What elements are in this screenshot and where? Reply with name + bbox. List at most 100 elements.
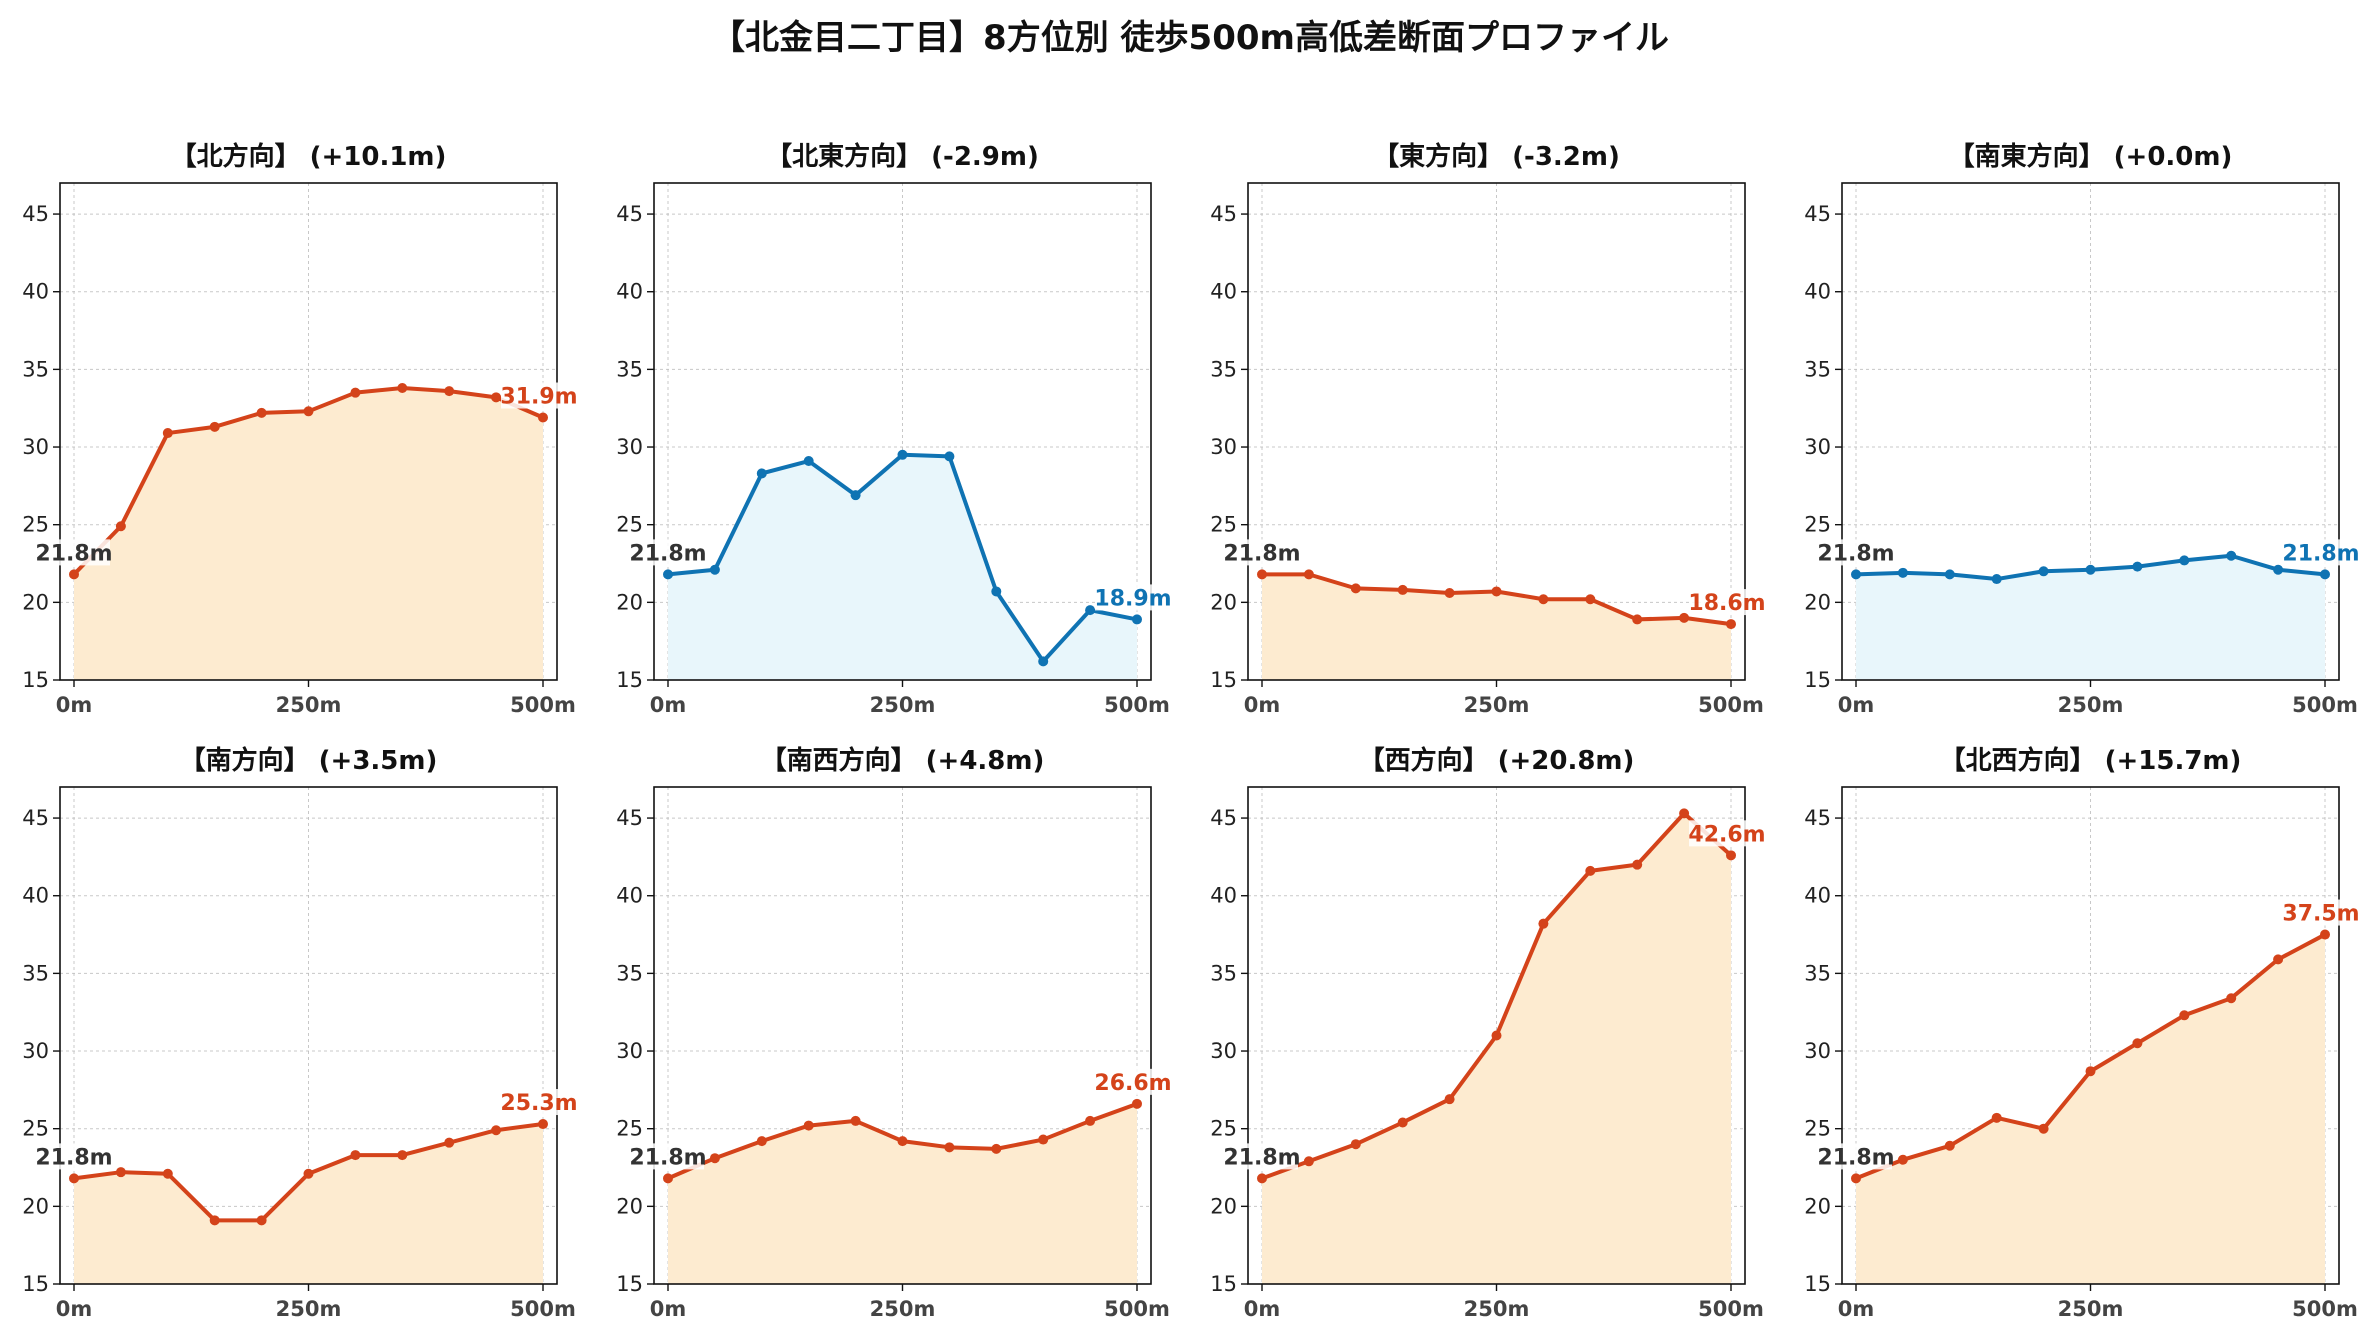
data-point [256, 407, 267, 418]
x-tick-label: 250m [2058, 693, 2124, 717]
start-label-bg [38, 539, 110, 566]
subplot-title: 【北東方向】 (-2.9m) [766, 141, 1039, 172]
end-label-bg [2283, 539, 2359, 566]
data-point [709, 564, 720, 575]
data-point [2179, 555, 2190, 566]
start-elevation-label: 21.8m [1223, 541, 1300, 566]
data-point [2132, 1038, 2143, 1049]
data-point [663, 569, 673, 580]
end-label-bg [501, 382, 577, 409]
y-tick-label: 15 [1210, 668, 1237, 692]
elevation-area [74, 1124, 543, 1284]
y-tick-label: 15 [1804, 668, 1831, 692]
data-point [897, 1136, 908, 1147]
y-tick-label: 25 [1804, 1117, 1831, 1141]
y-tick-label: 15 [616, 1272, 643, 1296]
data-point [803, 456, 814, 467]
data-point [256, 1215, 267, 1226]
start-label-bg [632, 539, 704, 566]
data-point [709, 1153, 720, 1164]
data-point [1726, 619, 1736, 630]
x-tick-label: 250m [870, 693, 936, 717]
x-tick-label: 500m [1104, 1297, 1170, 1321]
figure-title: 【北金目二丁目】8方位別 徒歩500m高低差断面プロファイル [711, 18, 1669, 58]
y-tick-label: 25 [22, 1117, 49, 1141]
start-elevation-label: 21.8m [1817, 1145, 1894, 1170]
data-point [1257, 1173, 1267, 1184]
subplot-title: 【東方向】 (-3.2m) [1373, 141, 1620, 172]
subplot-4: 【南東方向】 (+0.0m) 15 20 25 30 35 40 45 0m 250m 500m 21… [1804, 141, 2359, 717]
y-tick-label: 30 [1210, 435, 1237, 459]
data-point [397, 1150, 408, 1161]
y-tick-label: 25 [616, 513, 643, 537]
y-tick-label: 40 [1804, 884, 1831, 908]
end-label-bg [1095, 1068, 1171, 1095]
x-tick-label: 0m [56, 693, 93, 717]
elevation-area [1262, 574, 1731, 680]
x-tick-label: 0m [650, 693, 687, 717]
data-point [1397, 1117, 1408, 1128]
data-point [1350, 583, 1361, 594]
y-tick-label: 20 [616, 590, 643, 614]
start-label-bg [1226, 539, 1298, 566]
data-point [991, 1143, 1002, 1154]
y-tick-label: 35 [1804, 357, 1831, 381]
data-point [2038, 566, 2049, 577]
start-elevation-label: 21.8m [629, 1145, 706, 1170]
y-tick-label: 20 [22, 1194, 49, 1218]
y-tick-label: 15 [1804, 1272, 1831, 1296]
x-tick-label: 250m [276, 693, 342, 717]
start-elevation-label: 21.8m [1223, 1145, 1300, 1170]
y-tick-label: 35 [1804, 961, 1831, 985]
start-elevation-label: 21.8m [1817, 541, 1894, 566]
x-tick-label: 250m [276, 1297, 342, 1321]
data-point [1679, 808, 1690, 819]
subplot-3: 【東方向】 (-3.2m) 15 20 25 30 35 40 45 0m 250m 500m 21.… [1210, 141, 1765, 717]
y-tick-label: 30 [616, 435, 643, 459]
y-tick-label: 15 [22, 668, 49, 692]
end-elevation-label: 25.3m [500, 1091, 577, 1116]
elevation-area [74, 388, 543, 680]
data-point [2226, 550, 2237, 561]
x-tick-label: 0m [56, 1297, 93, 1321]
y-tick-label: 45 [1210, 202, 1237, 226]
data-point [1679, 612, 1690, 623]
y-tick-label: 35 [1210, 961, 1237, 985]
x-tick-label: 500m [2292, 1297, 2358, 1321]
y-tick-label: 35 [616, 961, 643, 985]
x-tick-label: 0m [1838, 693, 1875, 717]
data-point [1726, 850, 1736, 861]
data-point [397, 383, 408, 394]
end-label-bg [1689, 589, 1765, 616]
start-label-bg [1820, 1143, 1892, 1170]
data-point [491, 392, 502, 403]
data-point [209, 421, 220, 432]
data-point [69, 569, 79, 580]
end-elevation-label: 18.9m [1094, 586, 1171, 611]
y-tick-label: 40 [616, 280, 643, 304]
x-tick-label: 0m [1838, 1297, 1875, 1321]
y-tick-label: 45 [1804, 202, 1831, 226]
data-point [1897, 1154, 1908, 1165]
x-tick-label: 500m [1698, 693, 1764, 717]
y-tick-label: 15 [22, 1272, 49, 1296]
data-point [1585, 865, 1596, 876]
y-tick-label: 30 [616, 1039, 643, 1063]
x-tick-label: 0m [650, 1297, 687, 1321]
data-point [1038, 1134, 1049, 1145]
data-point [1491, 1030, 1502, 1041]
y-tick-label: 40 [22, 884, 49, 908]
data-point [1991, 1112, 2002, 1123]
y-tick-label: 45 [1804, 806, 1831, 830]
data-point [897, 449, 908, 460]
subplot-2: 【北東方向】 (-2.9m) 15 20 25 30 35 40 45 0m 250m 500m 21… [616, 141, 1171, 717]
y-tick-label: 40 [1210, 884, 1237, 908]
elevation-area [1856, 555, 2325, 680]
end-label-bg [501, 1089, 577, 1116]
data-point [2273, 564, 2284, 575]
start-elevation-label: 21.8m [35, 1145, 112, 1170]
subplot-title: 【西方向】 (+20.8m) [1359, 745, 1635, 776]
x-tick-label: 0m [1244, 1297, 1281, 1321]
end-label-bg [1095, 584, 1171, 611]
